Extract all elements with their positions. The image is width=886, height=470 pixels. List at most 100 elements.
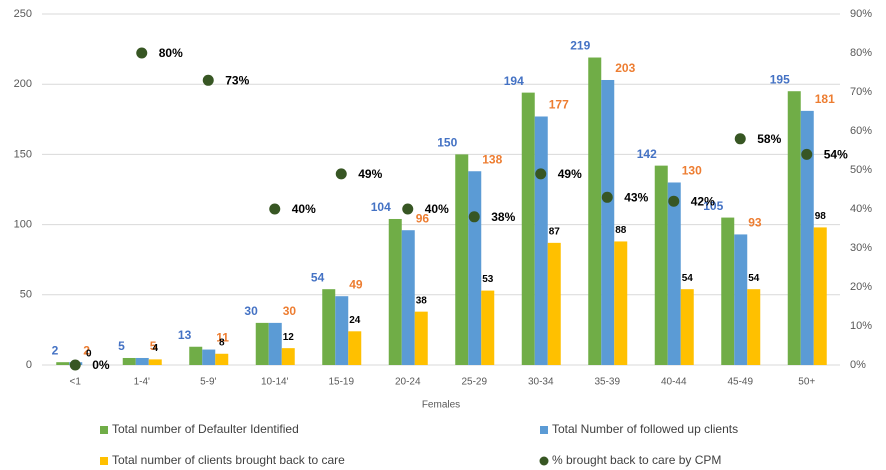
y2-tick-label: 70%	[850, 86, 872, 98]
bar	[588, 57, 602, 366]
data-label: 54	[682, 273, 694, 284]
point	[601, 191, 613, 203]
point	[734, 133, 746, 145]
bar	[534, 116, 548, 365]
bar	[322, 289, 336, 365]
y2-tick-label: 80%	[850, 47, 872, 59]
data-label: 4	[152, 343, 158, 354]
data-label: 195	[770, 72, 790, 86]
data-label: 49%	[358, 167, 382, 181]
bar	[813, 227, 827, 365]
bar	[800, 110, 814, 365]
data-label: 12	[283, 332, 295, 343]
data-label: 150	[437, 136, 457, 150]
bar	[654, 165, 668, 365]
legend-label: Total Number of followed up clients	[552, 422, 738, 436]
data-label: 194	[504, 74, 524, 88]
data-label: 13	[178, 328, 192, 342]
data-label: 38%	[491, 210, 515, 224]
bar	[601, 79, 615, 365]
point	[668, 195, 680, 207]
bar	[747, 289, 761, 365]
bar	[481, 290, 495, 365]
point	[202, 74, 214, 86]
bar	[667, 182, 681, 365]
data-label: 130	[682, 164, 702, 178]
data-label: 49%	[558, 167, 582, 181]
data-label: 40%	[425, 202, 449, 216]
y2-tick-label: 30%	[850, 242, 872, 254]
bar	[401, 230, 415, 365]
data-label: 177	[549, 98, 569, 112]
legend-marker	[100, 457, 108, 465]
x-tick-label: 10-14'	[261, 377, 289, 388]
data-label: 105	[703, 199, 723, 213]
bar	[255, 322, 269, 365]
x-tick-label: 50+	[798, 377, 815, 388]
bar	[215, 353, 229, 365]
point	[468, 211, 480, 223]
bar	[521, 92, 535, 366]
data-label: 2	[83, 343, 90, 357]
bar	[56, 362, 70, 365]
bar	[348, 331, 362, 365]
x-axis-label: Females	[422, 400, 460, 411]
legend-marker	[540, 426, 548, 434]
y2-tick-label: 90%	[850, 8, 872, 20]
legend-marker	[100, 426, 108, 434]
bar	[787, 91, 801, 365]
bar	[148, 359, 162, 365]
legend-label: % brought back to care by CPM	[552, 453, 721, 467]
point	[335, 168, 347, 180]
point	[136, 47, 148, 59]
bar	[388, 218, 402, 365]
point	[402, 203, 414, 215]
data-label: 80%	[159, 46, 183, 60]
y2-tick-label: 10%	[850, 320, 872, 332]
x-tick-label: 5-9'	[200, 377, 216, 388]
data-label: 203	[615, 61, 635, 75]
bar	[202, 349, 216, 365]
bar	[135, 357, 149, 365]
bar	[614, 241, 628, 365]
y2-tick-label: 0%	[850, 359, 866, 371]
data-label: 43%	[624, 190, 648, 204]
data-label: 0%	[92, 358, 110, 372]
data-label: 142	[637, 147, 657, 161]
bar	[680, 289, 694, 365]
bar	[122, 357, 136, 365]
data-label: 219	[570, 39, 590, 53]
data-label: 54	[748, 273, 760, 284]
y-tick-label: 200	[14, 78, 32, 90]
x-tick-label: 25-29	[461, 377, 487, 388]
data-label: 181	[815, 92, 835, 106]
bar	[455, 154, 469, 365]
legend-label: Total number of clients brought back to …	[112, 453, 345, 467]
data-label: 104	[371, 200, 391, 214]
x-tick-label: 20-24	[395, 377, 421, 388]
point	[69, 359, 81, 371]
point	[801, 148, 813, 160]
bar	[268, 322, 282, 365]
point	[269, 203, 281, 215]
data-label: 5	[150, 339, 157, 353]
bar	[468, 171, 482, 365]
data-label: 96	[416, 211, 430, 225]
bar	[335, 296, 349, 365]
point	[535, 168, 547, 180]
data-label: 11	[216, 331, 229, 345]
data-label: 30	[244, 304, 258, 318]
data-label: 24	[349, 315, 361, 326]
bar	[189, 346, 203, 365]
y-tick-label: 100	[14, 219, 32, 231]
x-tick-label: 30-34	[528, 377, 554, 388]
y2-tick-label: 50%	[850, 164, 872, 176]
data-label: 2	[52, 343, 59, 357]
data-label: 0	[86, 349, 92, 360]
y-tick-label: 50	[20, 289, 32, 301]
y2-tick-label: 60%	[850, 125, 872, 137]
data-label: 8	[219, 337, 225, 348]
data-label: 58%	[757, 132, 781, 146]
y-tick-label: 250	[14, 8, 32, 20]
